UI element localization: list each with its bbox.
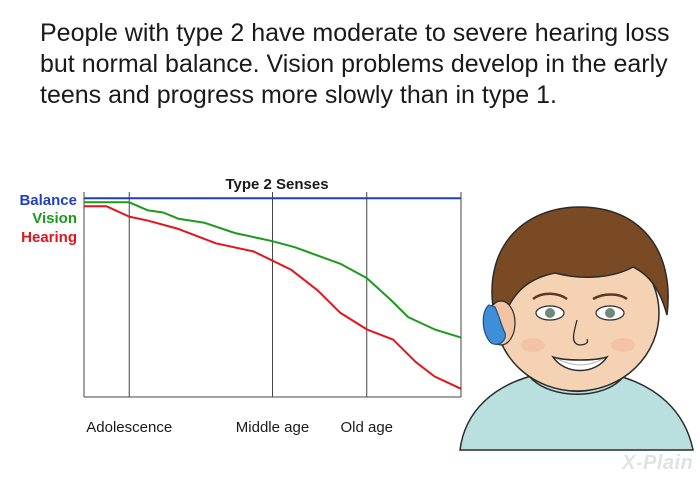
chart-title: Type 2 Senses [225, 176, 328, 193]
series-line-vision [84, 201, 462, 339]
intro-text: People with type 2 have moderate to seve… [40, 19, 670, 109]
x-tick-label: Adolescence [86, 419, 172, 436]
legend-label-vision: Vision [32, 210, 77, 227]
hair-shape [491, 206, 669, 317]
boy-portrait-illustration [459, 206, 694, 451]
x-plain-logo: X-Plain [622, 452, 694, 474]
collar-shape [529, 376, 624, 395]
smile-shape [551, 355, 609, 372]
series-line-hearing [84, 205, 462, 390]
x-tick-label: Old age [340, 419, 393, 436]
legend-label-hearing: Hearing [21, 229, 77, 246]
legend-label-balance: Balance [19, 192, 77, 209]
nose-shape [572, 319, 589, 346]
x-tick-label: Middle age [236, 419, 309, 436]
hearing-aid-icon [482, 304, 506, 345]
